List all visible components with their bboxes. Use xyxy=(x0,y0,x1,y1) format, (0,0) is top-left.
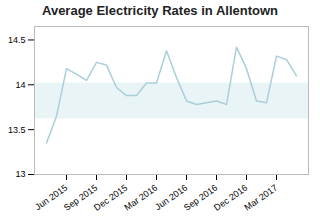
html-text:Average Electricity Rates in A: Average Electricity Rates in Allentown xyxy=(42,3,278,18)
svg-text:Sep 2015: Sep 2015 xyxy=(62,182,100,213)
svg-text:Sep 2016: Sep 2016 xyxy=(182,182,220,213)
svg-text:13: 13 xyxy=(15,169,25,179)
svg-text:Dec 2016: Dec 2016 xyxy=(212,183,249,213)
svg-text:14.5: 14.5 xyxy=(8,35,26,45)
svg-text:Dec 2015: Dec 2015 xyxy=(92,183,129,213)
svg-text:14: 14 xyxy=(15,80,25,90)
svg-text:Jun 2015: Jun 2015 xyxy=(33,182,70,212)
svg-text:Jun 2016: Jun 2016 xyxy=(153,182,190,212)
svg-text:Mar 2017: Mar 2017 xyxy=(242,183,279,213)
svg-text:13.5: 13.5 xyxy=(8,125,26,135)
svg-text:Mar 2016: Mar 2016 xyxy=(122,183,159,213)
